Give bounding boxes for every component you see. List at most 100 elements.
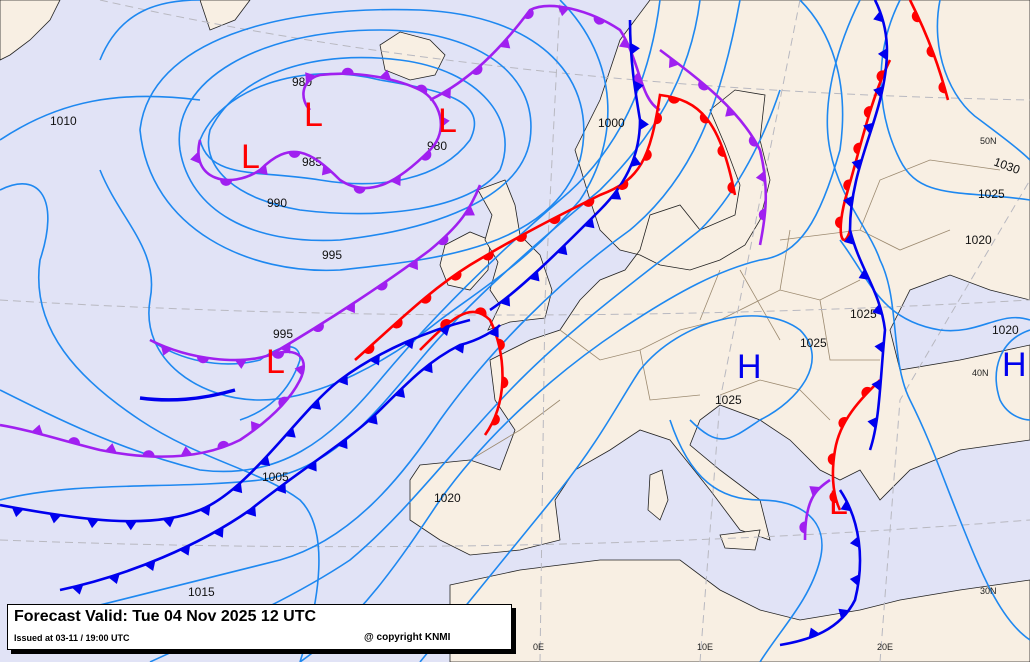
cold-front-triangle <box>394 387 406 398</box>
warm-front-semicircle <box>654 112 662 125</box>
occluded-front-symbol <box>180 446 193 456</box>
cold-front-triangle <box>843 195 853 208</box>
cold-front-triangle <box>337 374 348 386</box>
occluded-front-symbol <box>438 235 449 246</box>
cold-front-triangle <box>422 362 433 374</box>
cold-front-triangle <box>499 295 511 307</box>
occluded-front-symbol <box>272 351 285 359</box>
iceland <box>379 31 446 81</box>
cold-front-triangle <box>843 233 855 245</box>
warm-front-semicircle <box>727 181 735 194</box>
warm-front-semicircle <box>502 376 509 389</box>
occluded-front-symbol <box>748 135 758 147</box>
issued-time: Issued at 03-11 / 19:00 UTC <box>14 633 130 643</box>
coord-label: 10E <box>697 642 713 652</box>
low-pressure-center: L <box>304 96 323 134</box>
occluded-front-symbol <box>353 186 366 194</box>
occluded-front-symbol <box>312 322 324 333</box>
warm-front-semicircle <box>853 142 861 155</box>
warm-front-semicircle <box>861 386 872 398</box>
pressure-centers: L L L L L H H <box>241 96 1027 522</box>
occluded-front-symbol <box>758 208 766 221</box>
isobar-label: 1020 <box>965 233 992 247</box>
low-pressure-center: L <box>829 484 848 522</box>
africa <box>449 559 1030 662</box>
occluded-front-symbol <box>294 364 305 377</box>
cold-front-triangle <box>275 482 286 494</box>
warm-front-semicircle <box>838 417 848 429</box>
isobar-label: 1025 <box>850 307 877 321</box>
occluded-front-symbol <box>799 521 806 534</box>
forecast-legend: Forecast Valid: Tue 04 Nov 2025 12 UTC I… <box>7 604 512 650</box>
isobar-label: 995 <box>273 327 293 341</box>
cold-front-triangle <box>556 244 568 256</box>
occluded-front-symbol <box>217 440 230 449</box>
warm-front-semicircle <box>617 180 629 190</box>
cold-front-triangle <box>610 189 622 200</box>
warm-front-semicircle <box>911 10 921 23</box>
isobar-label: 1025 <box>978 187 1005 201</box>
occluded-front-symbol <box>809 486 821 497</box>
warm-front-semicircle <box>497 338 505 351</box>
cold-front-triangle <box>71 584 84 595</box>
occluded-front-symbol <box>142 450 155 457</box>
cold-front-triangle <box>213 526 224 538</box>
isobar-label: 1020 <box>992 323 1019 337</box>
cold-front-triangle <box>49 513 62 524</box>
cold-front-triangle <box>162 517 175 528</box>
warm-front-semicircle <box>843 179 851 192</box>
occluded-front-symbol <box>725 106 736 117</box>
isobar-label: 1025 <box>800 336 827 350</box>
cold-front-triangle <box>369 354 380 366</box>
cold-front-triangle <box>851 158 862 171</box>
cold-front-triangle <box>124 521 137 531</box>
low-pressure-center: L <box>266 343 285 381</box>
cold-front-triangle <box>488 326 499 338</box>
cold-front-triangle <box>259 455 271 467</box>
coordinate-labels: 0E 10E 20E 30N 40N 50N <box>533 136 997 652</box>
cold-front-triangle <box>630 42 640 55</box>
warm-front-semicircle <box>643 149 652 161</box>
occluded-front-symbol <box>524 8 534 20</box>
cold-front-triangle <box>245 505 257 517</box>
cold-front-triangle <box>849 574 860 587</box>
coord-label: 40N <box>972 368 989 378</box>
warm-front-semicircle <box>668 96 680 104</box>
cold-front-triangle <box>179 544 191 556</box>
warm-front-semicircle <box>938 81 947 94</box>
cold-front-triangle <box>583 217 595 229</box>
isobar-label: 1020 <box>434 491 461 505</box>
cold-front-triangle <box>867 416 878 429</box>
isobar-label: 1000 <box>598 116 625 130</box>
forecast-valid-title: Forecast Valid: Tue 04 Nov 2025 12 UTC <box>14 608 317 625</box>
europe-mainland <box>409 0 1030 556</box>
front-symbols <box>11 6 947 639</box>
warm-front-semicircle <box>827 453 835 466</box>
occluded-front-symbol <box>31 424 44 435</box>
cold-front-triangle <box>874 341 884 354</box>
occluded-front-symbol <box>197 356 210 364</box>
occluded-front-symbol <box>471 65 483 75</box>
occluded-front-symbol <box>698 80 709 91</box>
warm-front-semicircle <box>515 232 527 242</box>
occluded-front-symbol <box>104 443 117 454</box>
isobar-labels: 1010 980 980 985 990 995 995 1000 1005 1… <box>50 75 1022 599</box>
cold-front-triangle <box>858 268 870 280</box>
occluded-front-symbol <box>160 345 173 356</box>
low-pressure-center: L <box>241 138 260 176</box>
cold-front-triangle <box>310 399 321 410</box>
cold-front-triangle <box>873 10 884 23</box>
cold-front-triangle <box>863 122 874 135</box>
cold-front-triangle <box>872 303 883 316</box>
occluded-front-symbol <box>379 69 392 80</box>
cold-front-triangle <box>86 518 99 529</box>
copyright: @ copyright KNMI <box>364 632 451 643</box>
occluded-front-symbol <box>68 437 80 445</box>
isobar-label: 1005 <box>262 470 289 484</box>
low-pressure-center: L <box>438 102 457 140</box>
cold-front-triangle <box>108 573 120 585</box>
occluded-front-symbol <box>440 115 450 128</box>
occluded-front-symbol <box>557 6 570 17</box>
